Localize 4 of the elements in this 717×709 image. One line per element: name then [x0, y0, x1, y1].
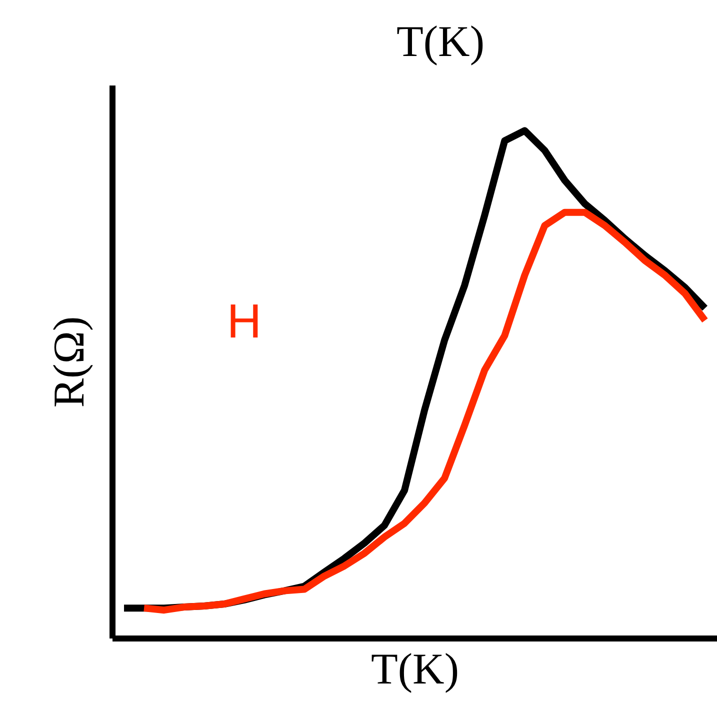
- text: H: [226, 295, 262, 348]
- y-axis-title: R(Ω): [44, 316, 94, 408]
- chart-title: T(K): [396, 17, 484, 66]
- x-axis-title: T(K): [371, 644, 459, 694]
